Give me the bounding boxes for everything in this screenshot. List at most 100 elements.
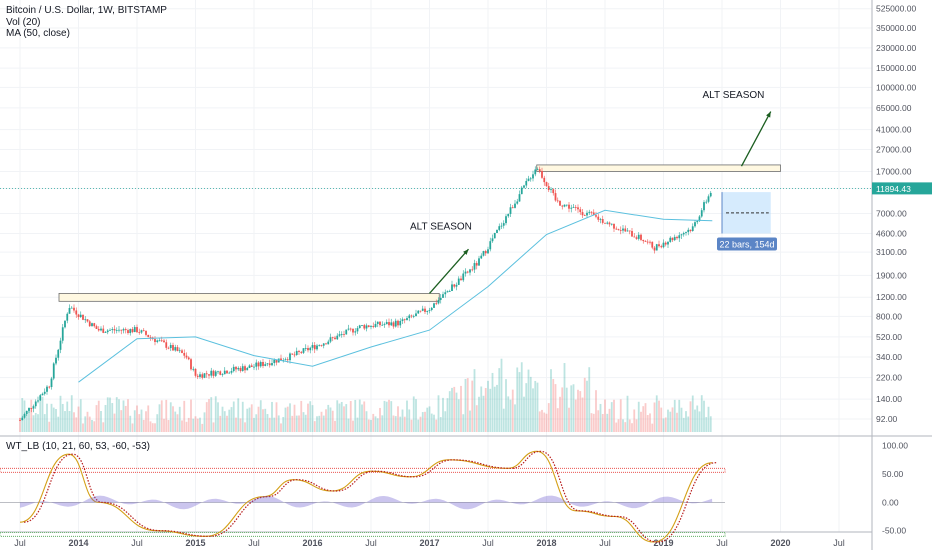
candle-body <box>61 327 64 341</box>
alt-season-label-2: ALT SEASON <box>703 90 765 101</box>
candle-body <box>406 318 408 321</box>
candle-body <box>619 229 622 231</box>
volume-legend[interactable]: Vol (20) <box>6 17 41 28</box>
volume-bar <box>133 410 136 432</box>
oscillator-legend[interactable]: WT_LB (10, 21, 60, 53, -60, -53) <box>6 441 150 452</box>
volume-bar <box>113 413 116 432</box>
candle-body <box>354 331 357 333</box>
volume-bar <box>678 399 681 432</box>
volume-bar <box>473 369 476 432</box>
candle-body <box>574 207 577 208</box>
volume-bar <box>664 417 667 432</box>
candle-body <box>115 330 118 331</box>
volume-bar <box>230 407 233 432</box>
candle-body <box>77 314 80 318</box>
symbol-legend[interactable]: Bitcoin / U.S. Dollar, 1W, BITSTAMP <box>6 5 167 16</box>
ma-legend[interactable]: MA (50, close) <box>6 28 70 39</box>
volume-bar <box>615 422 618 432</box>
price-tick-label: 1200.00 <box>876 292 907 302</box>
candle-body <box>334 337 336 340</box>
candle-body <box>235 366 237 370</box>
candle-body <box>491 238 494 242</box>
volume-bar <box>77 406 80 432</box>
volume-bar <box>66 401 69 432</box>
volume-bar <box>340 401 343 432</box>
volume-bar <box>514 404 516 432</box>
volume-bar <box>48 421 51 432</box>
volume-bar <box>219 415 222 432</box>
volume-bar <box>262 409 264 432</box>
volume-bar <box>604 399 606 432</box>
volume-bar <box>208 399 210 432</box>
candle-body <box>637 234 640 239</box>
volume-bar <box>705 417 708 432</box>
volume-bar <box>343 406 345 432</box>
volume-bar <box>212 422 215 432</box>
candle-body <box>149 337 152 338</box>
candle-body <box>142 330 145 332</box>
candle-body <box>138 332 141 333</box>
candle-body <box>518 194 521 202</box>
volume-bar <box>401 409 404 432</box>
candle-body <box>703 202 705 211</box>
candle-body <box>403 319 406 321</box>
volume-bar <box>64 411 66 432</box>
volume-bar <box>439 417 442 432</box>
volume-bar <box>570 385 573 432</box>
volume-bar <box>606 413 609 432</box>
volume-bar <box>703 400 705 432</box>
candle-body <box>529 178 532 180</box>
volume-bar <box>397 406 399 432</box>
volume-bar <box>284 407 287 432</box>
candle-body <box>217 371 219 373</box>
candle-body <box>230 371 233 373</box>
volume-bar <box>370 419 372 432</box>
candle-body <box>104 332 107 333</box>
volume-bar <box>232 401 235 432</box>
volume-bar <box>55 409 57 432</box>
candle-body <box>595 215 597 217</box>
candle-body <box>41 393 44 396</box>
volume-bar <box>266 414 269 432</box>
candle-body <box>433 303 435 308</box>
volume-bar <box>127 399 129 432</box>
candle-body <box>392 322 395 327</box>
candle-body <box>187 357 190 360</box>
candle-body <box>46 386 48 392</box>
candle-body <box>543 177 546 183</box>
candle-body <box>158 340 161 342</box>
candle-body <box>239 367 242 371</box>
candle-body <box>592 212 595 216</box>
candle-body <box>352 328 354 333</box>
time-tick-label: Jul <box>14 538 26 548</box>
volume-bar <box>415 399 417 432</box>
arrow-alt-season-2-head <box>766 111 771 118</box>
candle-body <box>680 234 683 236</box>
time-tick-label: 2015 <box>185 538 205 548</box>
candle-body <box>473 263 476 270</box>
volume-bar <box>642 406 645 432</box>
volume-bar <box>478 396 480 432</box>
volume-bar <box>163 418 165 432</box>
candle-body <box>307 348 309 351</box>
volume-bar <box>192 418 195 432</box>
volume-bar <box>241 401 244 432</box>
volume-bar <box>633 409 636 432</box>
volume-bar <box>52 407 55 432</box>
candle-body <box>349 328 352 330</box>
volume-bar <box>336 400 339 432</box>
arrow-alt-season-1-head <box>463 249 469 255</box>
candle-body <box>336 335 339 340</box>
candle-body <box>678 235 681 239</box>
volume-bar <box>293 404 296 432</box>
volume-bar <box>520 362 523 432</box>
volume-bar <box>408 409 411 432</box>
volume-bar <box>268 417 271 432</box>
volume-bar <box>174 411 177 432</box>
candle-body <box>545 182 548 187</box>
volume-bar <box>552 379 555 432</box>
candle-body <box>356 328 359 332</box>
arrow-alt-season-1 <box>429 248 469 294</box>
candle-body <box>487 249 489 254</box>
